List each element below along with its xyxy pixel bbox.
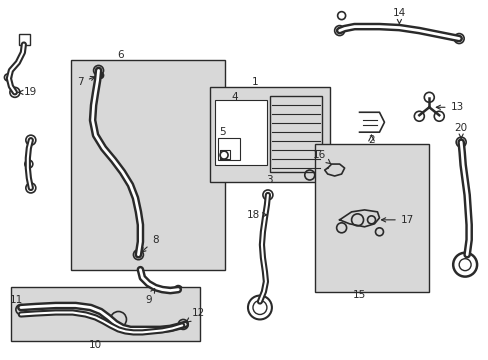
Text: 15: 15	[352, 289, 366, 300]
Bar	[71, 60, 224, 270]
Text: 19: 19	[19, 87, 38, 97]
Text: 13: 13	[435, 102, 463, 112]
Text: 10: 10	[89, 340, 102, 350]
Bar	[19, 33, 30, 45]
Text: 11: 11	[10, 294, 23, 305]
Circle shape	[98, 72, 103, 78]
Text: 5: 5	[218, 127, 225, 137]
Bar	[215, 100, 266, 165]
Text: 1: 1	[251, 77, 258, 87]
Text: 3: 3	[266, 175, 273, 185]
Text: 8: 8	[141, 235, 158, 252]
Text: 17: 17	[381, 215, 413, 225]
Text: 18: 18	[246, 210, 266, 220]
Text: 4: 4	[231, 92, 238, 102]
Text: 16: 16	[312, 150, 331, 164]
Text: 20: 20	[454, 123, 467, 139]
Text: 2: 2	[367, 135, 374, 145]
Bar	[11, 287, 200, 341]
Bar	[314, 144, 428, 292]
Text: 7: 7	[77, 76, 95, 87]
Text: 12: 12	[186, 309, 204, 322]
Bar	[269, 96, 321, 172]
Bar	[210, 87, 329, 182]
Text: 6: 6	[117, 50, 123, 60]
Text: 14: 14	[392, 8, 405, 24]
Bar	[218, 138, 240, 160]
Text: 9: 9	[145, 289, 154, 305]
